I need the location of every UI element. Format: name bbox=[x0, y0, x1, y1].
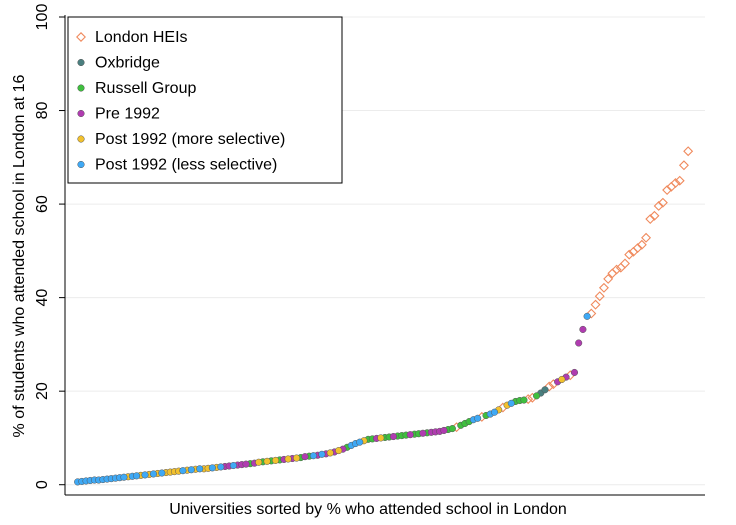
point bbox=[558, 375, 566, 384]
legend-marker bbox=[77, 84, 85, 92]
point bbox=[507, 399, 515, 407]
point bbox=[624, 249, 635, 260]
point bbox=[490, 408, 499, 416]
point bbox=[229, 461, 237, 470]
point bbox=[586, 308, 597, 319]
point bbox=[594, 291, 605, 302]
point bbox=[356, 438, 364, 446]
point bbox=[683, 146, 694, 157]
point bbox=[242, 460, 250, 468]
point bbox=[255, 458, 263, 466]
legend-marker bbox=[77, 58, 85, 67]
point bbox=[641, 232, 652, 243]
point bbox=[440, 426, 448, 435]
point bbox=[611, 264, 622, 275]
legend: London HEIs Oxbridge Russell Group Pre 1992… bbox=[67, 16, 343, 184]
point bbox=[590, 299, 601, 310]
legend-marker bbox=[76, 32, 86, 42]
point bbox=[541, 386, 549, 394]
point bbox=[271, 456, 280, 464]
legend-label: Post 1992 (more selective) bbox=[95, 131, 285, 148]
point bbox=[309, 452, 317, 460]
y-tick-label: 20 bbox=[34, 382, 51, 400]
point bbox=[474, 414, 482, 422]
point bbox=[301, 453, 309, 461]
legend-box bbox=[67, 16, 343, 184]
point bbox=[448, 425, 456, 433]
point bbox=[326, 449, 334, 457]
point bbox=[649, 210, 660, 221]
point bbox=[674, 175, 685, 186]
point bbox=[196, 465, 204, 473]
point bbox=[636, 239, 647, 250]
series bbox=[74, 312, 591, 486]
point bbox=[208, 464, 216, 472]
point bbox=[544, 381, 555, 392]
y-tick-label: 80 bbox=[34, 102, 51, 120]
legend-label: Russell Group bbox=[95, 80, 196, 97]
legend-label: London HEIs bbox=[95, 29, 188, 46]
y-tick-label: 60 bbox=[34, 195, 51, 213]
point bbox=[284, 455, 292, 463]
point bbox=[620, 258, 630, 269]
point bbox=[662, 185, 673, 196]
point bbox=[678, 160, 689, 171]
point bbox=[575, 339, 583, 347]
point bbox=[598, 282, 609, 293]
point bbox=[419, 429, 427, 437]
series bbox=[537, 386, 549, 397]
x-axis-label: Universities sorted by % who attended sc… bbox=[169, 501, 567, 518]
series bbox=[451, 146, 694, 433]
point bbox=[579, 325, 587, 333]
point bbox=[377, 434, 385, 442]
point bbox=[406, 431, 414, 439]
point bbox=[318, 450, 326, 458]
point bbox=[141, 471, 149, 479]
point bbox=[670, 178, 681, 189]
point bbox=[583, 312, 591, 320]
point bbox=[603, 273, 614, 284]
point bbox=[133, 472, 141, 480]
point bbox=[335, 447, 343, 455]
legend-label: Oxbridge bbox=[95, 55, 160, 72]
point bbox=[570, 368, 579, 377]
point bbox=[217, 463, 225, 471]
legend-label: Post 1992 (less selective) bbox=[95, 157, 277, 174]
point bbox=[158, 469, 166, 477]
point bbox=[293, 454, 301, 462]
legend-label: Pre 1992 bbox=[95, 106, 160, 123]
point bbox=[657, 197, 668, 208]
point bbox=[187, 466, 195, 474]
point bbox=[653, 200, 664, 211]
point bbox=[263, 457, 271, 465]
point bbox=[533, 392, 541, 400]
point bbox=[149, 470, 157, 478]
legend-marker bbox=[77, 109, 85, 118]
point bbox=[389, 432, 397, 441]
point bbox=[179, 467, 187, 475]
y-axis-label: % of students who attended school in Lon… bbox=[11, 74, 28, 437]
y-tick-label: 40 bbox=[34, 289, 51, 307]
point bbox=[120, 473, 128, 481]
point bbox=[632, 243, 643, 254]
point bbox=[645, 214, 656, 225]
y-tick-label: 100 bbox=[34, 4, 51, 31]
legend-marker bbox=[77, 160, 85, 169]
legend-marker bbox=[77, 135, 85, 143]
y-tick-label: 0 bbox=[34, 480, 51, 489]
point bbox=[520, 396, 528, 404]
